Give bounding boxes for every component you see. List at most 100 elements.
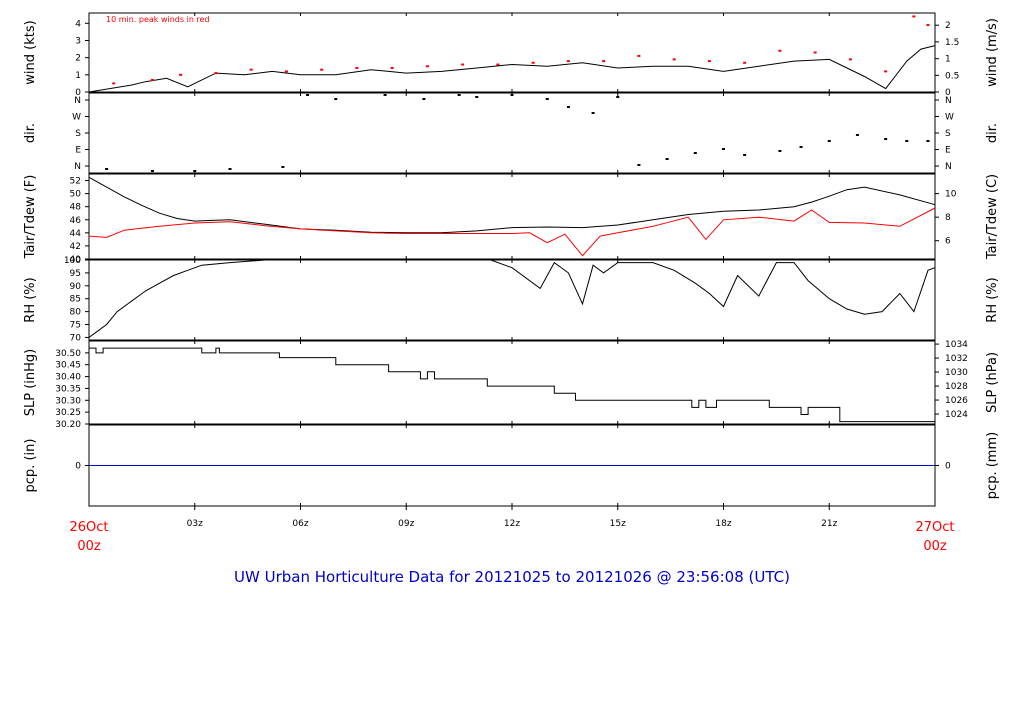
y-tick-label: 30.40 [55,373,81,383]
y-tick-label: E [75,146,81,156]
data-point [884,138,888,140]
peak-wind-point [813,51,817,54]
data-point [475,96,479,98]
data-point [545,98,549,100]
y-axis-label-right: wind (m/s) [985,18,1000,87]
data-point [457,94,461,96]
panel-3: RH (%) RH (%) 70 75 80 85 90 95 100 [23,256,1000,343]
x-end-date-label: 27Oct [915,520,954,535]
y-tick-label-right: 1034 [945,340,968,350]
data-point [799,146,803,148]
y-tick-label-right: 6 [945,237,951,247]
peak-wind-point [884,70,888,73]
y-tick-label-right: 0 [945,462,951,472]
y-tick-label: 30.20 [55,420,81,430]
y-tick-label-right: 1028 [945,382,968,392]
y-tick-label: 44 [70,229,82,239]
panel-frame [88,259,936,341]
peak-wind-point [179,73,183,76]
peak-wind-point [566,60,570,63]
y-tick-label: 75 [70,321,81,331]
y-tick-label: 0 [75,88,81,98]
y-axis-label-right: dir. [985,123,1000,143]
y-tick-label: 50 [70,190,82,200]
data-point [722,148,725,150]
peak-wind-point [912,15,916,18]
panel-frame [88,173,936,260]
y-tick-label-right: S [945,129,951,139]
y-tick-label: 80 [70,308,82,318]
y-tick-label: 100 [64,256,81,266]
y-tick-label-right: 0.5 [945,71,959,81]
y-tick-label: 46 [70,216,82,226]
peak-wind-point [390,66,394,69]
y-tick-label-right: 2 [945,21,951,31]
y-tick-label: 70 [70,333,82,343]
x-end-hour-label: 00z [923,539,947,554]
y-tick-label: N [74,162,81,172]
y-axis-label-left: dir. [23,123,38,143]
series-line-0 [88,259,936,338]
peak-wind-point [320,68,324,71]
y-tick-label: N [74,96,81,106]
y-tick-label: 85 [70,295,81,305]
peak-wind-point [461,63,465,66]
y-tick-label-right: 1.5 [945,38,959,48]
y-tick-label-right: 1030 [945,368,968,378]
y-tick-label: 2 [75,54,81,64]
y-axis-label-left: pcp. (in) [23,439,38,493]
data-point [306,94,310,96]
y-tick-label-right: 1032 [945,354,968,364]
x-tick-label: 03z [187,519,203,529]
y-tick-label: 48 [70,203,82,213]
y-axis-label-right: pcp. (mm) [985,432,1000,499]
x-start-hour-label: 00z [77,539,101,554]
y-axis-label-right: RH (%) [985,277,1000,322]
panel-frame [88,92,936,174]
data-point [743,154,747,156]
panel-2: Tair/Tdew (F) Tair/Tdew (C) 40 42 44 46 48 50 52… [23,173,1000,265]
x-tick-label: 12z [504,519,520,529]
peak-wind-point [249,68,253,71]
data-point [383,94,387,96]
series-line-0 [89,347,935,423]
data-point [422,98,426,100]
data-point [778,150,782,152]
peak-wind-point [778,49,782,52]
chart-title: UW Urban Horticulture Data for 20121025 … [234,568,790,586]
data-point [855,134,859,136]
data-point [905,140,909,142]
peak-wind-point [355,66,359,69]
x-tick-label: 21z [821,519,837,529]
panel-0: wind (kts) wind (m/s) 0 1 2 3 4 0 0.5 1 1.5 2 10 min… [23,12,1000,98]
data-point [150,170,154,172]
data-point [591,112,595,114]
x-tick-label: 18z [715,519,731,529]
y-axis-label-right: SLP (hPa) [985,352,1000,413]
x-axis: 03z 06z 09z 12z 15z 18z 21z 26Oct 00z 27Oct 00z [69,506,955,554]
data-point [693,152,697,154]
data-point [827,140,831,142]
data-point [566,106,570,108]
data-point [637,164,641,166]
y-tick-label: 30.45 [55,361,81,371]
data-point [193,170,197,172]
y-tick-label: 3 [75,36,81,46]
y-tick-label: 90 [70,282,82,292]
y-tick-label: 42 [70,242,81,252]
y-axis-label-left: wind (kts) [23,20,38,84]
peak-wind-point [496,63,500,66]
peak-wind-point [531,61,535,64]
series-line-0 [88,45,936,93]
peak-wind-point [425,65,429,68]
y-tick-label-right: N [945,96,952,106]
peak-wind-point [848,58,852,61]
peak-wind-point [926,24,930,27]
panel-5: pcp. (in) pcp. (mm) 0 0 [23,424,1000,507]
y-tick-label-right: W [945,113,954,123]
y-tick-label-right: 1026 [945,396,968,406]
y-tick-label-right: 1024 [945,410,968,420]
